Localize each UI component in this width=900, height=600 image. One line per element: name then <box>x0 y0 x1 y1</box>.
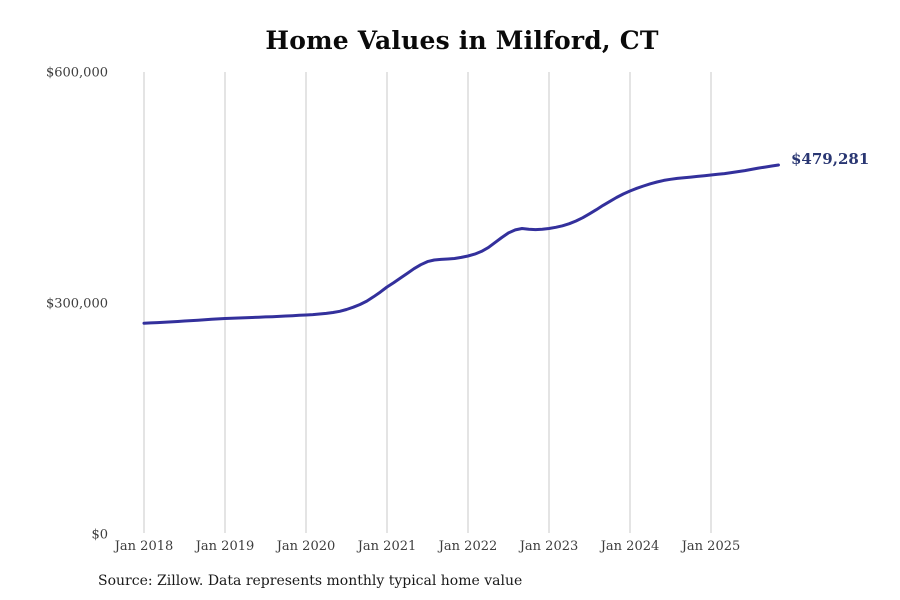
chart-title: Home Values in Milford, CT <box>265 26 659 55</box>
x-tick-label: Jan 2018 <box>113 539 174 554</box>
x-tick-label: Jan 2020 <box>275 539 336 554</box>
y-tick-label: $0 <box>91 528 108 543</box>
home-value-line <box>142 163 780 325</box>
x-tick-label: Jan 2019 <box>194 539 255 554</box>
x-tick-label: Jan 2021 <box>356 539 417 554</box>
x-tick-label: Jan 2023 <box>518 539 579 554</box>
x-tick-label: Jan 2022 <box>437 539 498 554</box>
y-tick-label: $600,000 <box>46 66 108 81</box>
y-tick-label: $300,000 <box>46 297 108 312</box>
x-tick-label: Jan 2025 <box>680 539 741 554</box>
source-note: Source: Zillow. Data represents monthly … <box>98 573 523 589</box>
latest-value-label: $479,281 <box>791 150 870 168</box>
x-tick-label: Jan 2024 <box>599 539 660 554</box>
